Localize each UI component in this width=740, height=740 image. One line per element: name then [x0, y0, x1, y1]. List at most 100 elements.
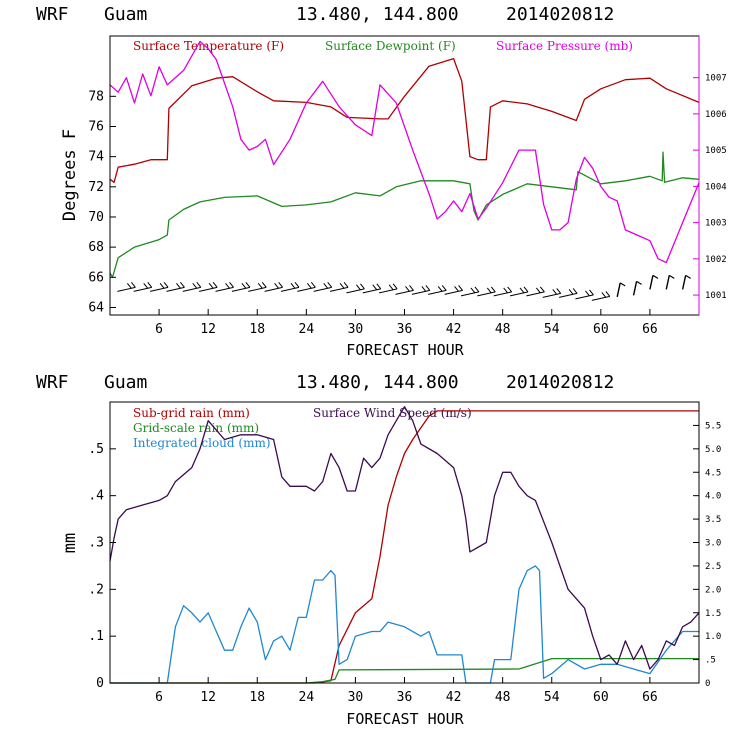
top-series-surface-pressure-mb: [109, 40, 700, 264]
bottom-right-tick-label: 5.5: [705, 421, 721, 431]
bottom-right-tick-label: 4.5: [705, 468, 721, 478]
bottom-y-ticks: 0 .1 .2 .3 .4 .5: [88, 442, 116, 691]
bottom-x-tick-label: 42: [446, 690, 462, 705]
legend-pressure: Surface Pressure (mb): [496, 39, 633, 53]
bottom-x-tick-label: 12: [200, 690, 216, 705]
wind-barb: [591, 291, 611, 301]
bottom-series-integrated-cloud-mm: [110, 565, 699, 684]
top-x-tick-label: 66: [642, 322, 658, 337]
wind-barb: [231, 282, 251, 292]
wind-barb: [149, 282, 169, 292]
bottom-right-tick-label: 2.5: [705, 562, 721, 572]
top-x-tick-label: 36: [397, 322, 413, 337]
top-panel: WRF Guam 13.480, 144.800 2014020812 Surf…: [36, 4, 727, 359]
wind-barb: [264, 282, 284, 292]
top-y-tick-label: 72: [88, 180, 104, 195]
wind-barb: [428, 285, 447, 295]
bottom-x-tick-label: 54: [544, 690, 560, 705]
bottom-right-tick-label: 3.5: [705, 515, 721, 525]
top-right-ticks: 1001 1002 1003 1004 1005 1006 1007: [693, 74, 727, 301]
legend-dewpoint: Surface Dewpoint (F): [325, 39, 456, 53]
bottom-y-tick-label: .4: [88, 489, 104, 504]
bottom-series-sub-grid-rain-mm: [110, 410, 699, 684]
top-y-tick-label: 66: [88, 270, 104, 285]
wind-barb: [616, 282, 626, 298]
top-x-tick-label: 54: [544, 322, 560, 337]
wind-barb: [632, 280, 642, 296]
wind-barb: [379, 283, 398, 294]
bottom-x-tick-label: 30: [348, 690, 364, 705]
wind-barb: [117, 282, 136, 292]
top-x-axis-label: FORECAST HOUR: [346, 341, 464, 359]
bottom-x-axis-label: FORECAST HOUR: [346, 710, 464, 728]
wind-barb: [166, 282, 185, 292]
bottom-x-tick-label: 66: [642, 690, 658, 705]
top-y-tick-label: 78: [88, 89, 104, 104]
bottom-series-group: [109, 406, 700, 684]
top-x-tick-label: 6: [155, 322, 163, 337]
wind-barb: [509, 286, 529, 297]
top-x-tick-label: 42: [446, 322, 462, 337]
bottom-right-ticks: 0 .5 1.0 1.5 2.0 2.5 3.0 3.5 4.0 4.5 5.0 5.5: [693, 421, 721, 689]
top-y-tick-label: 70: [88, 210, 104, 225]
top-x-ticks: 6 12 18 24 30 36 42 48 54 60 66: [155, 309, 658, 337]
top-right-tick-label: 1005: [705, 146, 727, 156]
legend-wind-speed: Surface Wind Speed (m/s): [313, 406, 472, 420]
top-y-ticks: 64 66 68 70 72 74 76 78: [88, 89, 116, 315]
top-header-run: 2014020812: [506, 4, 614, 25]
wind-barb: [395, 285, 414, 295]
top-x-tick-label: 60: [593, 322, 609, 337]
top-plot-frame: [109, 35, 700, 316]
bottom-right-tick-label: 4.0: [705, 492, 721, 502]
wind-barb: [460, 286, 480, 297]
top-header-location: Guam: [104, 4, 147, 25]
top-right-tick-label: 1003: [705, 219, 727, 229]
bottom-series-surface-wind-speed-m-s: [109, 406, 700, 670]
bottom-header-model: WRF: [36, 372, 69, 393]
bottom-y-tick-label: .1: [88, 629, 104, 644]
wind-barb: [665, 274, 675, 290]
top-x-tick-label: 24: [299, 322, 315, 337]
wind-barb: [362, 283, 382, 294]
bottom-header-location: Guam: [104, 372, 147, 393]
bottom-y-tick-label: .3: [88, 536, 104, 551]
wind-barb: [559, 288, 578, 298]
top-series-group: [109, 40, 700, 301]
top-series-surface-dewpoint-f: [109, 151, 700, 278]
wind-barb: [575, 289, 594, 300]
legend-gridscale-rain: Grid-scale rain (mm): [133, 421, 259, 435]
top-right-tick-label: 1004: [705, 182, 727, 192]
wind-barb: [411, 285, 431, 295]
bottom-x-tick-label: 36: [397, 690, 413, 705]
wind-barb: [526, 286, 545, 297]
top-series-surface-temperature-f: [109, 57, 700, 183]
bottom-x-tick-label: 60: [593, 690, 609, 705]
bottom-y-tick-label: .5: [88, 442, 104, 457]
bottom-y-tick-label: 0: [96, 676, 104, 691]
bottom-right-tick-label: 2.0: [705, 585, 721, 595]
wind-barb: [493, 286, 513, 297]
bottom-x-tick-label: 48: [495, 690, 511, 705]
top-x-tick-label: 30: [348, 322, 364, 337]
bottom-right-tick-label: 5.0: [705, 445, 721, 455]
top-y-tick-label: 76: [88, 119, 104, 134]
wind-barb: [649, 274, 659, 290]
bottom-x-tick-label: 18: [249, 690, 265, 705]
wind-barb: [199, 282, 218, 292]
bottom-right-tick-label: 1.5: [705, 609, 721, 619]
bottom-right-tick-label: .5: [705, 656, 716, 666]
top-header-coords: 13.480, 144.800: [296, 4, 459, 25]
bottom-y-axis-label: mm: [60, 533, 80, 553]
wind-barb: [280, 282, 300, 292]
wind-barb: [215, 282, 234, 292]
top-x-tick-label: 12: [200, 322, 216, 337]
wind-barb: [133, 282, 153, 292]
wind-barb: [542, 288, 562, 298]
top-y-tick-label: 64: [88, 300, 104, 315]
wind-barb: [444, 285, 463, 295]
bottom-y-tick-label: .2: [88, 582, 104, 597]
wind-barb: [346, 283, 365, 294]
top-right-tick-label: 1002: [705, 255, 727, 265]
legend-temperature: Surface Temperature (F): [133, 39, 284, 53]
